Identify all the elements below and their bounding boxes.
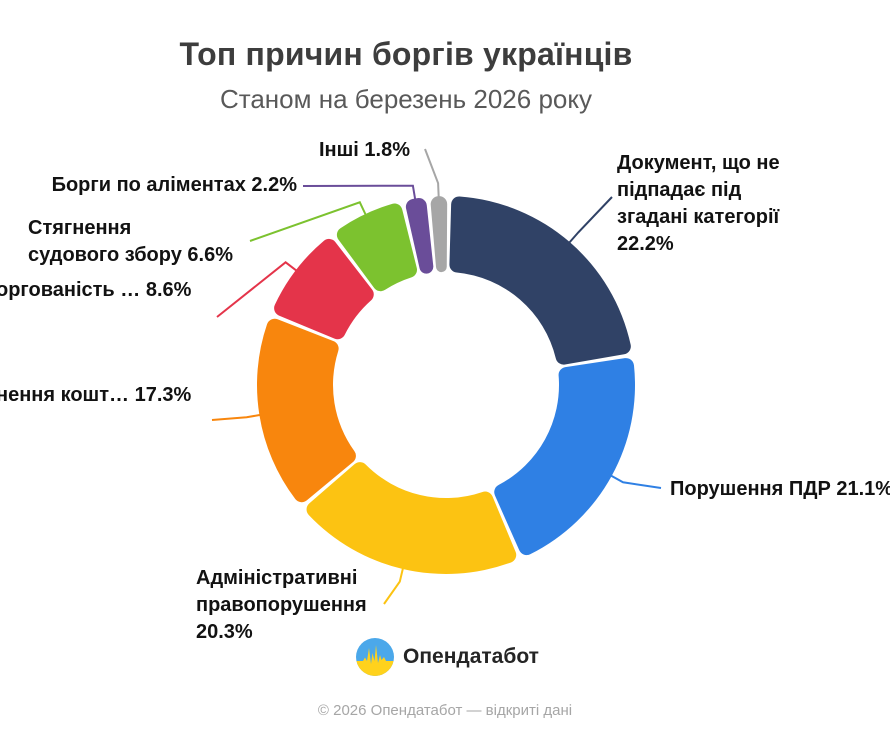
slice-label-sud-zbir: Стягнення судового збору 6.6% [28, 217, 233, 266]
connector-alimony [302, 184, 417, 200]
opendatabot-logo-text: Опендатабот [403, 645, 539, 668]
slice-docs [449, 196, 631, 365]
page-title: Топ причин боргів українців [179, 36, 633, 72]
connector-admin [383, 567, 404, 605]
slice-sud-zbir [336, 203, 417, 292]
connector-docs [568, 196, 613, 244]
label-connectors [211, 148, 662, 605]
slice-label-admin: Адміністративні правопорушення 20.3% [196, 567, 367, 643]
slice-zaborg [274, 238, 374, 340]
slice-label-docs: Документ, що не підпадає під згадані кат… [617, 152, 780, 255]
slice-inshi [430, 196, 448, 273]
slice-pdr [494, 358, 636, 556]
slice-alimony [405, 198, 434, 274]
slice-label-alimony: Борги по аліментах 2.2% [51, 174, 297, 196]
opendatabot-logo-icon [356, 638, 394, 676]
slice-admin [306, 462, 517, 574]
slice-label-pdr: Порушення ПДР 21.1% [670, 478, 890, 500]
donut-slices [257, 196, 636, 574]
slice-label-kosht: нення кошт… 17.3% [0, 384, 192, 406]
connector-kosht [211, 413, 261, 421]
connector-inshi [424, 148, 440, 198]
page-subtitle: Станом на березень 2026 року [219, 84, 593, 114]
slice-label-inshi: Інші 1.8% [318, 139, 410, 161]
slice-label-zaborg: оргованість … 8.6% [0, 279, 192, 301]
slice-kosht [257, 318, 356, 503]
opendatabot-logo: Опендатабот [356, 638, 539, 676]
connector-pdr [610, 474, 662, 489]
copyright-footer: © 2026 Опендатабот — відкриті дані [317, 702, 573, 719]
connector-sud-zbir [249, 201, 367, 242]
connector-zaborg [216, 261, 298, 318]
